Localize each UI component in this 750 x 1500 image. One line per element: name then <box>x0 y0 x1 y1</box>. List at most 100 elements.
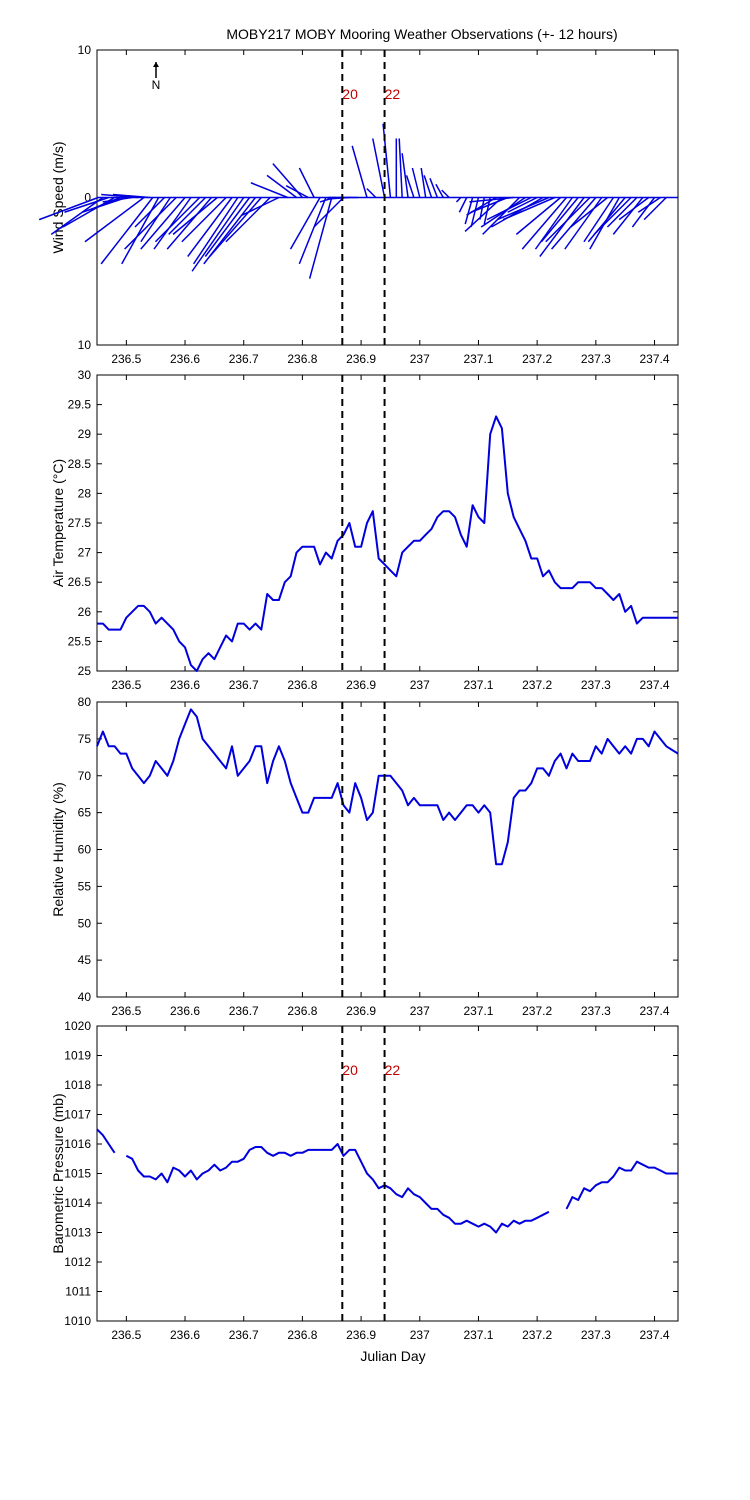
wind-stick <box>285 185 309 199</box>
wind-stick <box>168 196 207 235</box>
wind-stick <box>266 174 297 199</box>
y-tick-label: 28.5 <box>68 457 92 471</box>
y-tick-label: 1014 <box>64 1196 91 1210</box>
y-tick-label: 1012 <box>64 1255 91 1269</box>
y-tick-label: 1015 <box>64 1167 91 1181</box>
x-tick-label: 237.4 <box>640 1004 670 1018</box>
x-tick-label: 237.4 <box>640 1328 670 1342</box>
x-tick-label: 236.9 <box>346 352 376 366</box>
x-tick-label: 237 <box>410 1328 430 1342</box>
x-tick-label: 236.5 <box>111 1328 141 1342</box>
x-tick-label: 236.6 <box>170 678 200 692</box>
x-tick-label: 236.5 <box>111 1004 141 1018</box>
x-tick-label: 236.5 <box>111 352 141 366</box>
x-tick-label: 236.8 <box>287 678 317 692</box>
panels: 236.5 236.6 236.7 236.8 236.9 237 237.1 237.2 23… <box>38 43 679 1342</box>
x-tick-label: 236.9 <box>346 678 376 692</box>
wind-stick <box>420 167 427 198</box>
x-tick-label: 236.7 <box>229 352 259 366</box>
x-tick-label: 237.3 <box>581 678 611 692</box>
wind-stick <box>351 145 368 198</box>
wind-stick <box>62 196 115 228</box>
y-tick-label: 1013 <box>64 1226 91 1240</box>
x-tick-label: 237.2 <box>522 1328 552 1342</box>
y-tick-label: 27 <box>78 546 92 560</box>
wind-stick <box>540 197 579 243</box>
wind-stick <box>482 196 521 235</box>
wind-stick <box>539 197 585 257</box>
x-tick-label: 237.3 <box>581 1004 611 1018</box>
wind-stick <box>486 196 532 221</box>
wind-stick <box>507 196 538 213</box>
north-label: N <box>152 78 161 92</box>
wind-stick <box>496 196 550 221</box>
wind-stick <box>564 197 603 250</box>
plot-frame <box>96 701 679 998</box>
x-tick-label: 236.6 <box>170 1328 200 1342</box>
y-tick-label: 25 <box>78 664 92 678</box>
x-tick-label: 236.6 <box>170 1004 200 1018</box>
x-tick-label: 237 <box>410 678 430 692</box>
y-tick-label: 1020 <box>64 1019 91 1033</box>
wind-stick <box>192 197 239 265</box>
x-tick-label: 237.2 <box>522 1004 552 1018</box>
x-tick-label: 236.7 <box>229 678 259 692</box>
wind-stick <box>101 193 139 199</box>
wind-stick <box>140 197 186 250</box>
wind-stick <box>187 197 233 257</box>
panel-1: 236.5 236.6 236.7 236.8 236.9 237 237.1 237.2 23… <box>38 43 679 366</box>
wind-stick <box>366 188 377 199</box>
figure-title: MOBY217 MOBY Mooring Weather Observation… <box>226 26 617 42</box>
wind-stick <box>491 196 544 228</box>
wind-stick <box>583 197 615 243</box>
wind-stick <box>515 196 562 235</box>
wind-stick <box>308 197 333 279</box>
wind-stick <box>241 196 280 216</box>
y-tick-label: 50 <box>78 916 92 930</box>
y-axis-title: Air Temperature (°C) <box>50 459 66 587</box>
y-tick-label: 80 <box>78 695 92 709</box>
y-tick-label: 65 <box>78 806 92 820</box>
x-tick-label: 237.1 <box>463 1328 493 1342</box>
y-axis-title: Wind Speed (m/s) <box>50 141 66 253</box>
wind-stick <box>298 197 327 265</box>
series-line <box>96 708 679 866</box>
y-tick-label: 40 <box>78 990 92 1004</box>
x-tick-label: 236.5 <box>111 678 141 692</box>
x-tick-label: 237.4 <box>640 352 670 366</box>
y-tick-label: 60 <box>78 843 92 857</box>
x-tick-label: 237 <box>410 1004 430 1018</box>
x-tick-label: 236.6 <box>170 352 200 366</box>
time-marker-label: 20 <box>342 1062 358 1078</box>
x-tick-label: 236.9 <box>346 1328 376 1342</box>
y-axis-title: Relative Humidity (%) <box>50 782 66 917</box>
wind-stick <box>637 196 661 213</box>
y-tick-label: 55 <box>78 879 92 893</box>
x-tick-label: 236.8 <box>287 352 317 366</box>
wind-stick <box>289 197 321 250</box>
y-tick-label: 28 <box>78 486 92 500</box>
panel-4: 236.5 236.6 236.7 236.8 236.9 237 237.1 237.2 23… <box>50 1019 679 1342</box>
wind-stick <box>401 153 409 198</box>
series-line <box>97 415 678 672</box>
y-tick-label: 26.5 <box>68 575 92 589</box>
wind-stick <box>84 196 145 243</box>
wind-stick <box>153 197 192 250</box>
x-tick-label: 236.7 <box>229 1328 259 1342</box>
y-tick-label: 45 <box>78 953 92 967</box>
panel-3: 236.5 236.6 236.7 236.8 236.9 237 237.1 237.2 23… <box>50 695 679 1018</box>
y-tick-label: 29.5 <box>68 398 92 412</box>
wind-stick <box>570 196 609 228</box>
x-tick-label: 236.9 <box>346 1004 376 1018</box>
y-tick-label: 1016 <box>64 1137 91 1151</box>
wind-stick <box>631 197 656 228</box>
series-line <box>125 1143 550 1234</box>
panel-2: 236.5 236.6 236.7 236.8 236.9 237 237.1 237.2 23… <box>50 368 679 692</box>
y-tick-label: 1017 <box>64 1108 91 1122</box>
x-tick-label: 237.4 <box>640 678 670 692</box>
wind-stick <box>435 183 444 198</box>
wind-stick <box>643 196 667 221</box>
wind-stick <box>166 197 213 250</box>
wind-stick <box>154 196 201 243</box>
